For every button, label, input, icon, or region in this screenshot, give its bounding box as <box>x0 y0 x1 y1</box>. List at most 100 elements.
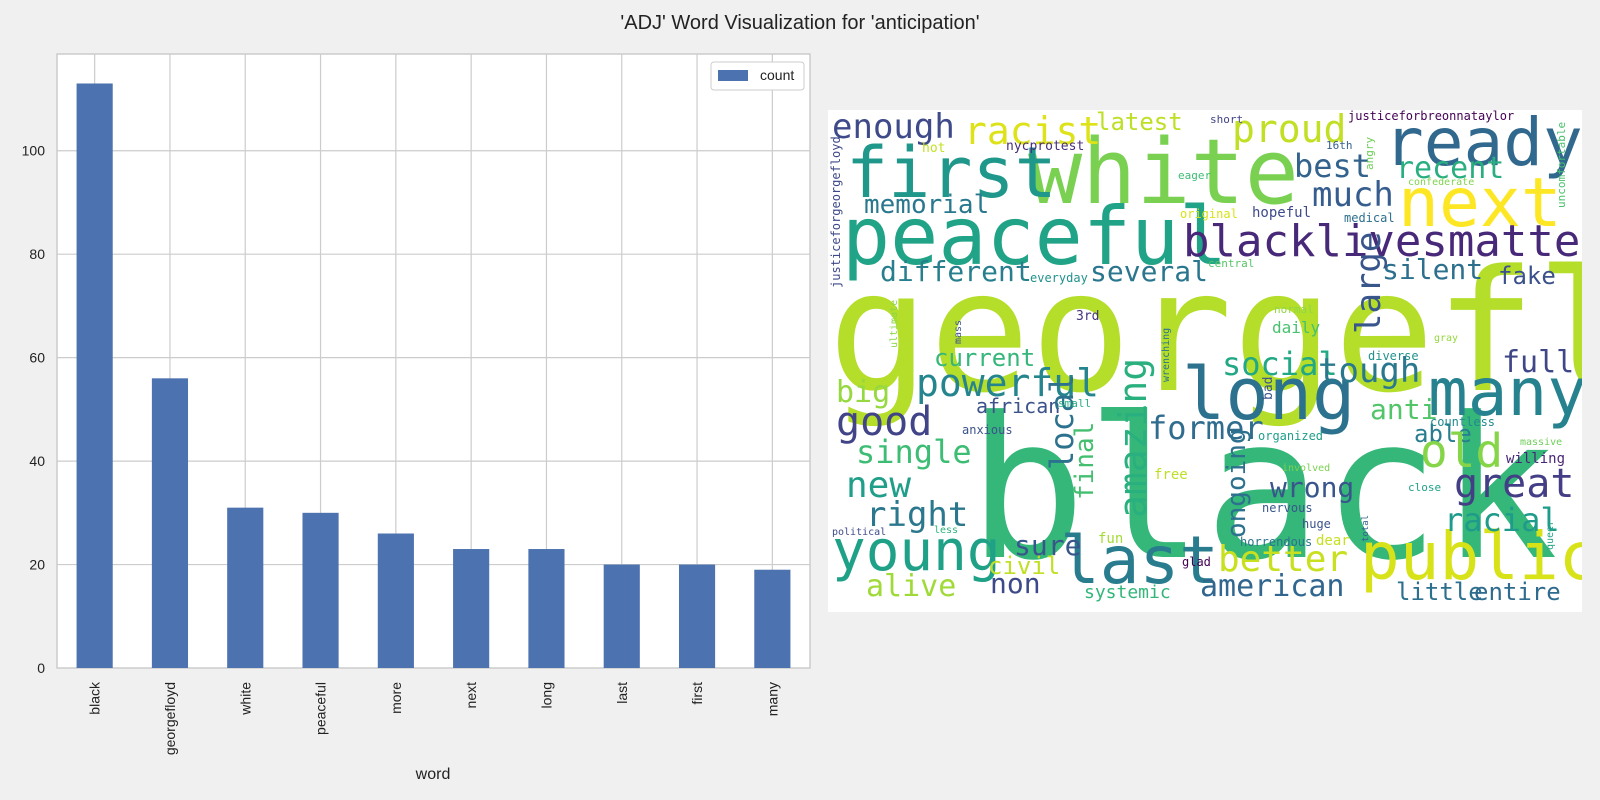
wordcloud-word: dear <box>1316 533 1350 549</box>
wordcloud-word: entire <box>1474 578 1561 606</box>
y-tick-label: 100 <box>22 143 46 159</box>
y-tick-label: 20 <box>29 557 45 573</box>
wordcloud-word: large <box>1349 231 1389 334</box>
wordcloud-word: tough <box>1318 351 1421 391</box>
wordcloud-word: nycprotest <box>1006 139 1085 154</box>
figure-title: 'ADJ' Word Visualization for 'anticipati… <box>620 12 980 34</box>
wordcloud-word: organized <box>1258 429 1324 443</box>
legend: count <box>710 61 805 91</box>
wordcloud-word: countless <box>1430 415 1496 429</box>
wordcloud-word: non <box>990 567 1041 600</box>
wordcloud-word: 16th <box>1326 139 1353 152</box>
wordcloud-word: huge <box>1302 517 1331 531</box>
legend-label: count <box>760 67 794 83</box>
wordcloud-word: bad <box>1261 376 1276 400</box>
y-tick-label: 0 <box>37 660 45 676</box>
legend-box <box>710 61 805 91</box>
bar-chart: 0 20 40 60 80 100 black georgefloyd white peacef… <box>22 53 811 783</box>
wordcloud-word: different <box>880 255 1032 288</box>
wordcloud-word: uncomfortable <box>1555 121 1568 208</box>
x-tick-label: black <box>87 681 103 715</box>
wordcloud-word: little <box>1396 578 1483 606</box>
wordcloud-word: alive <box>866 569 957 604</box>
wordcloud-word: 3rd <box>1076 309 1100 324</box>
wordcloud-word: recent <box>1396 151 1505 186</box>
x-tick-labels: black georgefloyd white peaceful more next lon… <box>87 681 781 755</box>
bar <box>603 564 640 668</box>
wordcloud-word: ready <box>1384 110 1582 181</box>
x-axis-label: word <box>415 766 451 783</box>
wordcloud-word: amazing <box>1111 357 1155 518</box>
wordcloud-word: black <box>968 376 1559 604</box>
wordcloud-word: great <box>1454 461 1575 507</box>
wordcloud-word: best <box>1294 147 1372 185</box>
wordcloud-word: queer <box>1545 519 1556 550</box>
wordcloud-word: last <box>1060 522 1219 599</box>
wordcloud-word: political <box>832 527 887 538</box>
bar <box>528 549 565 668</box>
wordcloud-word: central <box>1208 257 1255 270</box>
wordcloud-word: georgefloyd <box>828 234 1582 430</box>
wordcloud-word: single <box>856 433 972 471</box>
x-tick-label: georgefloyd <box>162 682 178 755</box>
wordcloud-word: involved <box>1282 463 1331 474</box>
wordcloud-word: hot <box>922 141 946 156</box>
wordcloud-word: many <box>1428 354 1582 431</box>
wordcloud-word: social <box>1222 345 1338 383</box>
bar <box>453 549 490 668</box>
wordcloud-word: several <box>1090 255 1209 288</box>
wordcloud-word: public <box>1360 518 1582 595</box>
wordcloud-word: able <box>1414 420 1472 448</box>
wordcloud-word: right <box>866 495 969 535</box>
bar <box>302 512 339 668</box>
x-tick-label: long <box>538 682 554 708</box>
legend-swatch <box>718 70 748 81</box>
wordcloud-word: next <box>1398 164 1562 243</box>
x-tick-label: first <box>689 682 705 705</box>
wordcloud-word: long <box>1182 352 1356 436</box>
x-tick-label: more <box>388 682 404 714</box>
wordcloud-word: young <box>832 519 1001 584</box>
wordcloud-word: african <box>976 394 1061 418</box>
wordcloud-word: diverse <box>1368 349 1419 363</box>
wordcloud-word: proud <box>1232 110 1347 151</box>
y-tick-label: 80 <box>29 246 45 262</box>
wordcloud-word: racist <box>964 110 1102 153</box>
wordcloud-word: blacklivesmatter <box>1183 216 1582 267</box>
wordcloud-word: latest <box>1096 110 1183 136</box>
wordcloud-word: nervous <box>1262 501 1313 515</box>
wordcloud-word: medical <box>1344 211 1395 225</box>
y-tick-label: 40 <box>29 453 45 469</box>
wordcloud-word: big <box>836 375 891 410</box>
wordcloud-word: gray <box>1434 333 1459 344</box>
wordcloud-word: ultimate <box>889 299 900 348</box>
wordcloud-word: less <box>934 525 959 536</box>
bar <box>227 507 264 668</box>
wordcloud-word: everyday <box>1030 271 1088 285</box>
wordcloud-word: anxious <box>962 423 1013 437</box>
wordcloud-word: systemic <box>1084 582 1171 603</box>
wordcloud-word: short <box>1210 113 1244 126</box>
bar <box>76 83 113 668</box>
wordcloud-word: new <box>846 465 912 506</box>
bars <box>76 83 791 668</box>
wordcloud-word: small <box>1058 397 1092 410</box>
wordcloud-word: horrendous <box>1240 535 1313 549</box>
wordcloud-word: close <box>1408 481 1442 494</box>
wordcloud-word: original <box>1180 207 1238 221</box>
wordcloud-word: old <box>1420 424 1504 478</box>
y-tick-labels: 0 20 40 60 80 100 <box>22 143 46 676</box>
wordcloud-word: eager <box>1178 169 1212 182</box>
wordcloud-word: glad <box>1182 555 1211 569</box>
y-tick-label: 60 <box>29 350 45 366</box>
wordcloud-word: peaceful <box>842 190 1228 283</box>
wordcloud-word: american <box>1200 569 1345 604</box>
wordcloud-word: full <box>1502 345 1575 380</box>
wordcloud-word: confederate <box>1408 177 1475 188</box>
wordcloud-word: silent <box>1382 253 1484 286</box>
wordcloud-word: justiceforgeorgefloyd <box>829 136 843 288</box>
x-tick-label: peaceful <box>313 682 329 735</box>
x-tick-label: many <box>764 682 780 716</box>
wordcloud-word: racial <box>1444 501 1560 539</box>
